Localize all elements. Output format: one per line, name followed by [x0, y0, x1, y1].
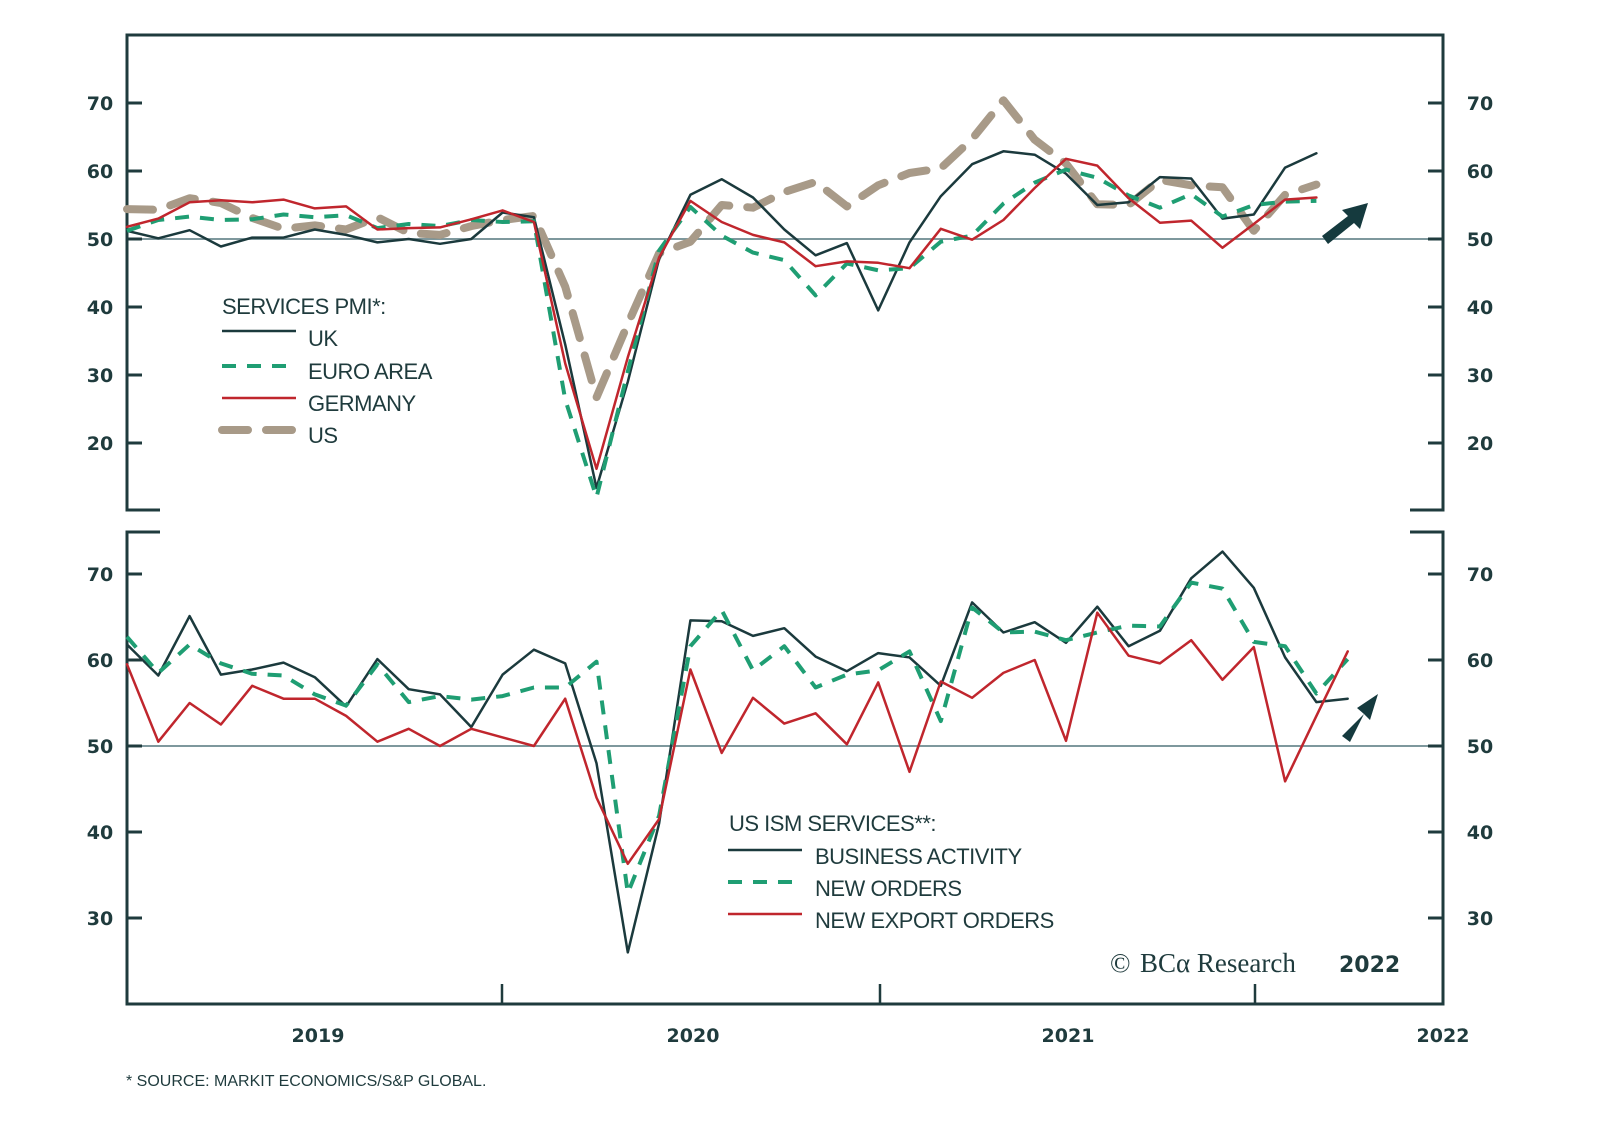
bottom-left-ytick-label-50: 50: [87, 736, 113, 758]
top-left-ytick-label-20: 20: [87, 433, 113, 455]
top-right-ytick-label-30: 30: [1467, 365, 1493, 387]
top-series-us: [123, 96, 1321, 402]
top-series-germany: [125, 157, 1318, 471]
top-series-euro-area: [126, 167, 1317, 500]
bottom-right-ytick-label-40: 40: [1467, 822, 1493, 844]
copyright: © BCα Research 2022: [1110, 948, 1400, 978]
bottom-right-ytick-label-30: 30: [1467, 908, 1493, 930]
legend-label-new-orders: NEW ORDERS: [815, 876, 962, 901]
x-tick-label-2020: 2020: [667, 1025, 720, 1047]
legend-label-euro-area: EURO AREA: [308, 359, 433, 384]
top-up-arrow-icon: [1322, 203, 1368, 244]
bottom-panel-frame: [125, 530, 1445, 1006]
footnote-source: * SOURCE: MARKIT ECONOMICS/S&P GLOBAL.: [126, 1073, 486, 1090]
bottom-left-ytick-label-40: 40: [87, 822, 113, 844]
top-panel-frame: [125, 33, 1445, 512]
bottom-left-ytick-label-30: 30: [87, 908, 113, 930]
bottom-series-group: [125, 550, 1350, 954]
top-legend: SERVICES PMI*: UK EURO AREA GERMANY US: [218, 294, 433, 448]
x-tick-label-2021: 2021: [1042, 1025, 1095, 1047]
bottom-right-ytick-label-70: 70: [1467, 564, 1493, 586]
bottom-right-ytick-label-60: 60: [1467, 650, 1493, 672]
top-left-ytick-label-40: 40: [87, 297, 113, 319]
bottom-series-new-orders: [125, 580, 1350, 896]
x-axis: 2019 2020 2021 2022: [292, 984, 1470, 1047]
top-y-axis: 20 20 30 30 40 40 50 50 60 60 70 70: [87, 93, 1493, 455]
top-legend-title: SERVICES PMI*:: [222, 294, 386, 319]
bottom-panel: 30 30 40 40 50 50 60 60 70 70 US ISM SERVICES**: …: [87, 530, 1493, 1006]
x-tick-label-2022: 2022: [1417, 1025, 1470, 1047]
legend-label-uk: UK: [308, 326, 338, 351]
bottom-legend-title: US ISM SERVICES**:: [729, 811, 936, 836]
bottom-left-ytick-label-60: 60: [87, 650, 113, 672]
bottom-series-business-activity: [125, 550, 1349, 954]
top-panel: 20 20 30 30 40 40 50 50 60 60 70 70 SERVICES PMI*: …: [87, 33, 1493, 512]
legend-label-us: US: [308, 423, 338, 448]
copyright-brand: BCα Research: [1140, 948, 1296, 978]
copyright-year: 2022: [1339, 953, 1400, 978]
top-series-group: [123, 96, 1321, 500]
legend-label-business-activity: BUSINESS ACTIVITY: [815, 844, 1022, 869]
bottom-up-arrow-icon: [1342, 694, 1378, 742]
bottom-y-axis: 30 30 40 40 50 50 60 60 70 70: [87, 564, 1493, 930]
top-right-ytick-label-70: 70: [1467, 93, 1493, 115]
legend-label-germany: GERMANY: [308, 391, 417, 416]
top-right-ytick-label-40: 40: [1467, 297, 1493, 319]
top-left-ytick-label-70: 70: [87, 93, 113, 115]
copyright-symbol: ©: [1110, 948, 1131, 978]
top-series-uk: [125, 150, 1318, 490]
bottom-left-ytick-label-70: 70: [87, 564, 113, 586]
top-right-ytick-label-60: 60: [1467, 161, 1493, 183]
bottom-right-ytick-label-50: 50: [1467, 736, 1493, 758]
top-right-ytick-label-20: 20: [1467, 433, 1493, 455]
top-left-ytick-label-50: 50: [87, 229, 113, 251]
top-left-ytick-label-60: 60: [87, 161, 113, 183]
legend-label-new-export-orders: NEW EXPORT ORDERS: [815, 908, 1054, 933]
bottom-series-new-export-orders: [125, 611, 1349, 866]
bottom-legend: US ISM SERVICES**: BUSINESS ACTIVITY NEW…: [728, 811, 1054, 933]
top-left-ytick-label-30: 30: [87, 365, 113, 387]
top-right-ytick-label-50: 50: [1467, 229, 1493, 251]
x-tick-label-2019: 2019: [292, 1025, 345, 1047]
